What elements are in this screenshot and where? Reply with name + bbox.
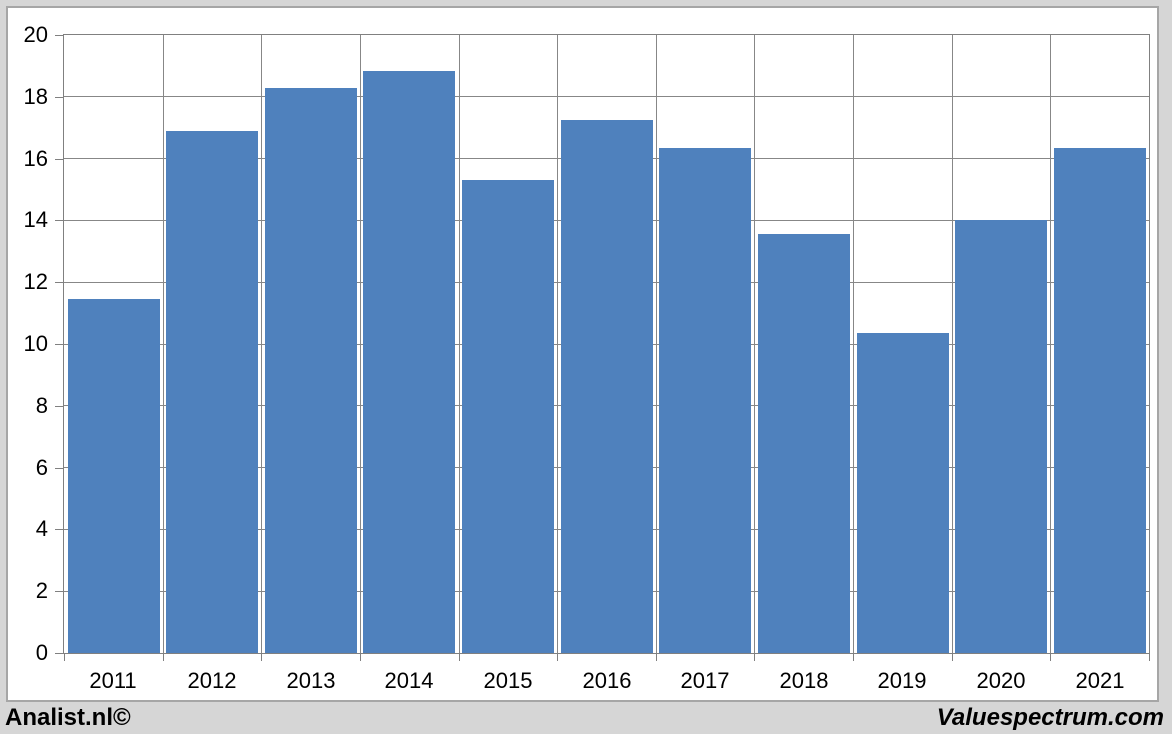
chart-frame: 0 2 4 6 8 10 12 14 16 18 20 2011 2012 2013 2014 2015 201… xyxy=(6,6,1159,702)
y-axis-tick-label: 18 xyxy=(23,84,48,109)
y-axis-tick-label: 20 xyxy=(23,22,48,47)
y-axis-tick-label: 12 xyxy=(23,269,48,294)
x-axis-tick-label: 2015 xyxy=(483,668,533,693)
y-axis-tick-mark xyxy=(55,591,63,592)
x-gridline xyxy=(163,35,164,653)
x-gridline xyxy=(557,35,558,653)
x-axis-tick-label: 2020 xyxy=(976,668,1026,693)
x-axis-tick-label: 2018 xyxy=(779,668,829,693)
y-axis-tick-label: 16 xyxy=(23,146,48,171)
x-axis-tick-mark xyxy=(1050,653,1051,661)
y-axis-tick-mark xyxy=(55,220,63,221)
bar-2017 xyxy=(659,148,751,653)
bar-2018 xyxy=(758,234,850,653)
x-gridline xyxy=(261,35,262,653)
y-axis-tick-label: 0 xyxy=(35,640,48,665)
y-gridline xyxy=(64,96,1149,97)
y-axis-tick-label: 14 xyxy=(23,207,48,232)
bar-2013 xyxy=(265,88,357,653)
y-axis-tick-mark xyxy=(55,344,63,345)
y-axis-tick-mark xyxy=(55,406,63,407)
x-gridline xyxy=(1050,35,1051,653)
x-axis-tick-mark xyxy=(360,653,361,661)
bar-2016 xyxy=(561,120,653,653)
x-axis-tick-mark xyxy=(64,653,65,661)
y-axis-tick-mark xyxy=(55,35,63,36)
y-axis-tick-label: 2 xyxy=(35,578,48,603)
bar-2021 xyxy=(1054,148,1146,653)
y-axis-tick-mark xyxy=(55,468,63,469)
x-axis-tick-mark xyxy=(557,653,558,661)
x-axis-tick-mark xyxy=(261,653,262,661)
x-gridline xyxy=(360,35,361,653)
y-axis-tick-mark xyxy=(55,282,63,283)
x-gridline xyxy=(459,35,460,653)
source-credit-right: Valuespectrum.com xyxy=(936,704,1164,731)
y-axis-tick-mark xyxy=(55,159,63,160)
x-gridline xyxy=(754,35,755,653)
bar-2011 xyxy=(68,299,160,653)
x-axis-tick-mark xyxy=(459,653,460,661)
x-axis-tick-mark xyxy=(656,653,657,661)
x-gridline xyxy=(853,35,854,653)
x-axis-tick-label: 2017 xyxy=(680,668,730,693)
x-axis-tick-label: 2016 xyxy=(582,668,632,693)
x-axis-tick-mark xyxy=(754,653,755,661)
y-axis-tick-label: 4 xyxy=(35,516,48,541)
y-axis-tick-label: 6 xyxy=(35,455,48,480)
x-axis-tick-label: 2012 xyxy=(187,668,237,693)
plot-area xyxy=(63,34,1150,654)
bar-2015 xyxy=(462,180,554,653)
y-axis-tick-label: 10 xyxy=(23,331,48,356)
y-axis-tick-label: 8 xyxy=(35,393,48,418)
y-axis-tick-mark xyxy=(55,653,63,654)
bar-2020 xyxy=(955,220,1047,653)
x-axis-tick-mark xyxy=(952,653,953,661)
x-axis-tick-label: 2021 xyxy=(1075,668,1125,693)
x-axis-tick-label: 2013 xyxy=(286,668,336,693)
x-axis-tick-label: 2014 xyxy=(384,668,434,693)
bar-2019 xyxy=(857,333,949,653)
bar-2012 xyxy=(166,131,258,653)
x-axis-tick-label: 2011 xyxy=(89,668,137,693)
x-gridline xyxy=(656,35,657,653)
x-axis-tick-mark xyxy=(853,653,854,661)
bar-2014 xyxy=(363,71,455,653)
y-axis-tick-mark xyxy=(55,97,63,98)
x-axis-tick-label: 2019 xyxy=(877,668,927,693)
source-credit-left: Analist.nl© xyxy=(5,704,131,731)
y-axis-tick-mark xyxy=(55,529,63,530)
x-axis-tick-mark xyxy=(1149,653,1150,661)
x-gridline xyxy=(952,35,953,653)
x-axis-tick-mark xyxy=(163,653,164,661)
